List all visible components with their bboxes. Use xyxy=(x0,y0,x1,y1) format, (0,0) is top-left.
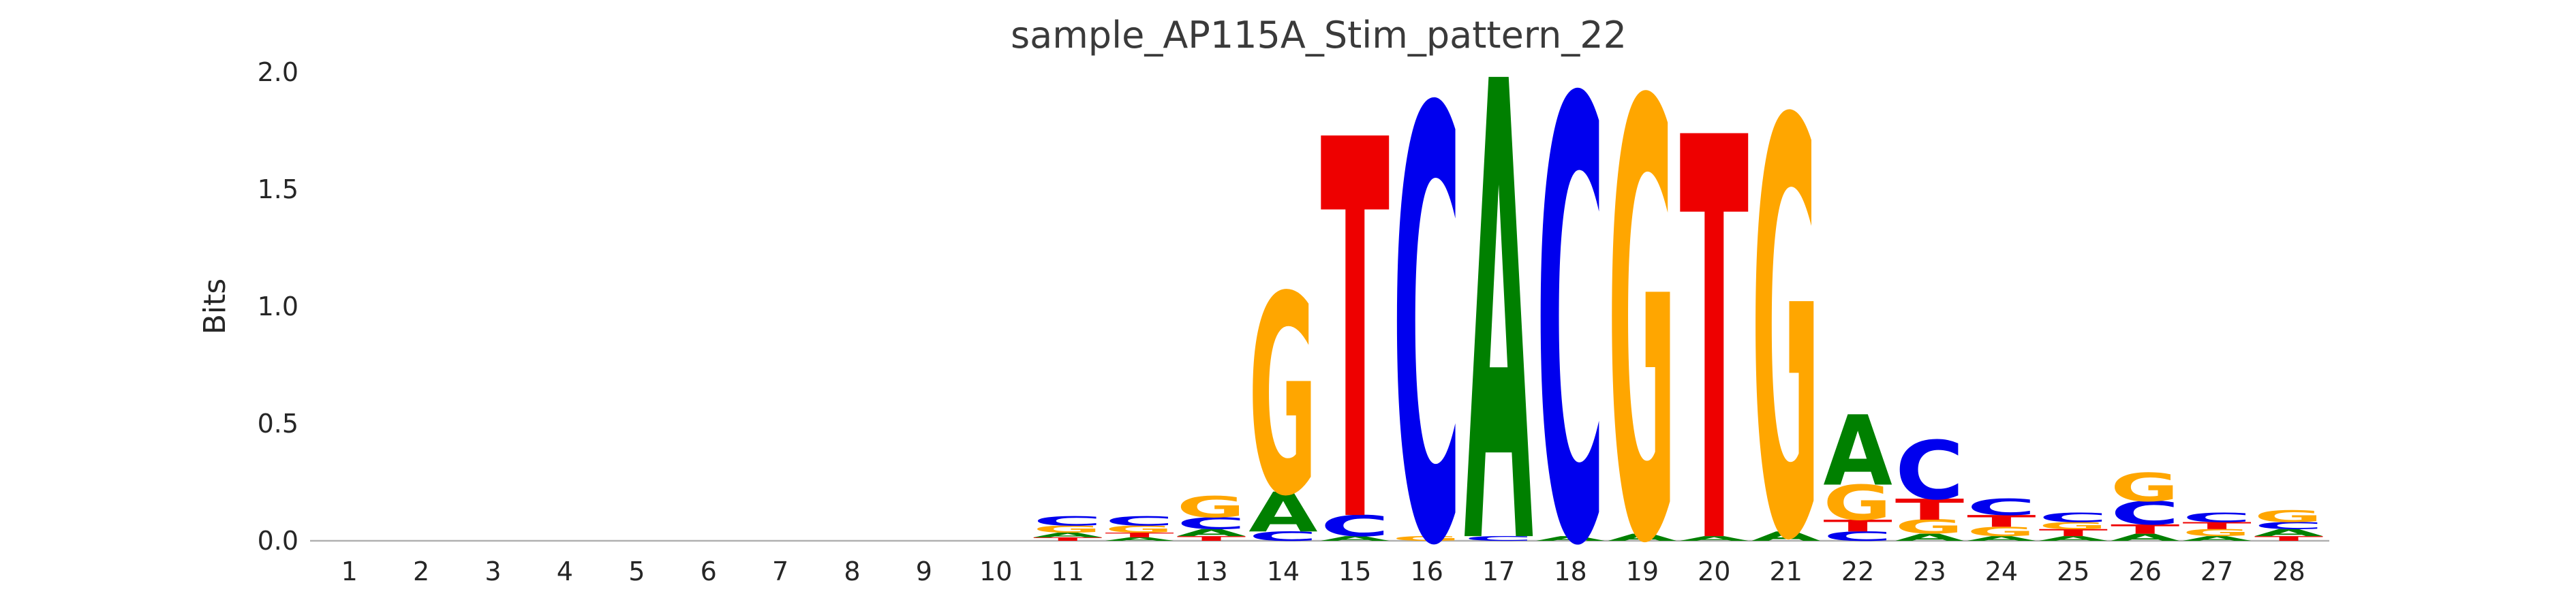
x-tick-label: 23 xyxy=(1913,556,1946,586)
x-tick-label: 25 xyxy=(2057,556,2089,586)
logo-letter-T: T xyxy=(2254,535,2324,542)
logo-letter-C: C xyxy=(1105,514,1174,529)
y-tick-label: 2.0 xyxy=(258,57,298,87)
logo-letter-T: T xyxy=(1680,22,1749,613)
y-axis-label: Bits xyxy=(198,279,232,335)
logo-letter-A: A xyxy=(1608,532,1676,543)
logo-letter-C: C xyxy=(1464,535,1533,542)
logo-letter-G: G xyxy=(1105,524,1173,535)
logo-letter-A: A xyxy=(2254,527,2323,538)
logo-letter-A: A xyxy=(1536,535,1606,542)
logo-letter-C: C xyxy=(1967,494,2036,520)
logo-letter-A: A xyxy=(2039,535,2109,542)
y-tick-labels: 0.0 0.5 1.0 1.5 2.0 xyxy=(258,57,298,556)
x-tick-label: 3 xyxy=(485,556,501,586)
logo-letter-A: A xyxy=(1033,531,1103,539)
x-tick-label: 22 xyxy=(1841,556,1874,586)
logo-letter-T: T xyxy=(2039,527,2108,538)
logo-letter-A: A xyxy=(2182,535,2252,542)
logo-letter-A: A xyxy=(1823,396,1892,508)
x-tick-label: 9 xyxy=(916,556,932,586)
y-tick-label: 0.0 xyxy=(258,526,298,556)
logo-letter-C: C xyxy=(1321,509,1390,543)
logo-letter-G: G xyxy=(2182,527,2250,539)
x-tick-label: 13 xyxy=(1195,556,1227,586)
x-tick-label: 2 xyxy=(413,556,429,586)
x-tick-label: 28 xyxy=(2272,556,2305,586)
logo-letter-G: G xyxy=(2111,466,2179,510)
x-tick-label: 18 xyxy=(1554,556,1586,586)
x-tick-label: 8 xyxy=(844,556,860,586)
x-tick-label: 24 xyxy=(1985,556,2018,586)
y-tick-label: 1.5 xyxy=(258,174,298,204)
x-tick-label: 16 xyxy=(1411,556,1443,586)
logo-letter-C: C xyxy=(1177,514,1246,533)
x-tick-label: 1 xyxy=(341,556,358,586)
logo-letter-T: T xyxy=(1033,536,1103,541)
logo-letter-C: C xyxy=(2254,520,2323,531)
x-tick-label: 5 xyxy=(628,556,645,586)
logo-letter-A: A xyxy=(1105,536,1174,541)
x-tick-label: 14 xyxy=(1267,556,1300,586)
logo-letter-G: G xyxy=(1751,3,1820,613)
x-tick-labels: 1 2 3 4 5 6 7 8 9 10 11 12 13 14 15 16 17 18 19 20 21 22 23 24 2… xyxy=(341,556,2305,586)
logo-letter-A: A xyxy=(1967,535,2036,542)
logo-letter-T: T xyxy=(2111,522,2179,537)
logo-letter-C: C xyxy=(2039,510,2108,525)
x-tick-label: 11 xyxy=(1052,556,1084,586)
logo-letter-C: C xyxy=(1248,529,1317,544)
logo-letter-C: C xyxy=(1392,0,1461,613)
x-tick-label: 7 xyxy=(772,556,788,586)
logo-letter-A: A xyxy=(1177,527,1246,538)
x-tick-label: 19 xyxy=(1626,556,1659,586)
logo-letter-C: C xyxy=(1536,0,1605,613)
x-tick-label: 6 xyxy=(701,556,717,586)
logo-letter-C: C xyxy=(1033,514,1102,529)
logo-letter-A: A xyxy=(1895,532,1964,543)
chart-title: sample_AP115A_Stim_pattern_22 xyxy=(1011,14,1627,57)
logo-letter-G: G xyxy=(1248,238,1317,556)
x-tick-label: 10 xyxy=(979,556,1012,586)
logo-letter-T: T xyxy=(1105,531,1174,539)
x-tick-label: 20 xyxy=(1698,556,1730,586)
logo-letter-C: C xyxy=(1823,529,1892,544)
logo-letter-T: T xyxy=(1967,512,2036,531)
x-tick-label: 21 xyxy=(1770,556,1803,586)
logo-letter-G: G xyxy=(1392,535,1460,542)
logo-letter-G: G xyxy=(1033,524,1101,535)
logo-letter-G: G xyxy=(1177,490,1245,524)
logo-letter-A: A xyxy=(1321,535,1390,542)
y-tick-label: 1.0 xyxy=(258,292,298,321)
logo-letter-C: C xyxy=(1895,425,1964,518)
logo-letter-G: G xyxy=(2254,507,2322,526)
logo-letter-C: C xyxy=(2182,510,2251,525)
logo-letter-G: G xyxy=(1608,0,1676,613)
logo-letter-A: A xyxy=(2111,532,2179,543)
logo-letter-T: T xyxy=(1321,32,1390,613)
logo-letter-C: C xyxy=(2111,494,2179,532)
x-tick-label: 27 xyxy=(2201,556,2233,586)
logo-letter-T: T xyxy=(1823,517,1892,535)
logo-letter-G: G xyxy=(1967,524,2035,539)
logo-letter-T: T xyxy=(1895,493,1964,526)
logo-letter-A: A xyxy=(1680,535,1749,542)
x-tick-label: 12 xyxy=(1123,556,1156,586)
x-tick-label: 4 xyxy=(557,556,573,586)
y-tick-label: 0.5 xyxy=(258,409,298,439)
logo-letter-A: A xyxy=(1464,0,1533,613)
logo-letter-T: T xyxy=(2182,520,2251,531)
logo-letter-G: G xyxy=(1823,475,1891,531)
logo-letter-G: G xyxy=(2039,520,2107,532)
logo-letter-T: T xyxy=(1177,535,1246,542)
x-tick-label: 26 xyxy=(2129,556,2162,586)
logo-letter-G: G xyxy=(1895,516,1963,538)
x-tick-label: 17 xyxy=(1482,556,1515,586)
x-tick-label: 15 xyxy=(1338,556,1371,586)
logo-letter-A: A xyxy=(1248,481,1317,545)
logo-letter-A: A xyxy=(1751,529,1820,544)
